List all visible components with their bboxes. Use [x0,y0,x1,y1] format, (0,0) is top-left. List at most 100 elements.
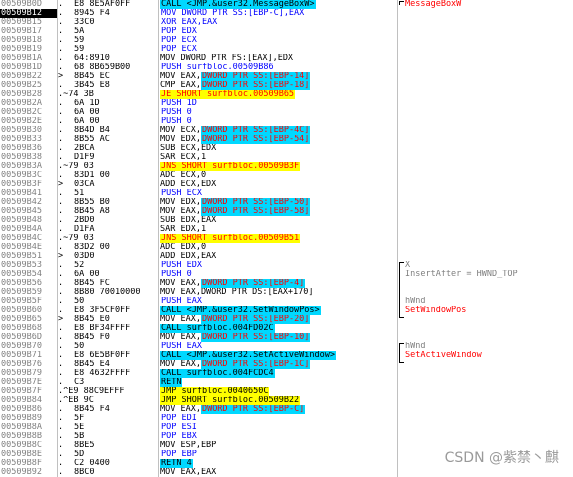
row-marker: . [58,405,64,414]
code-row[interactable]: 00509B4E. 83D2 00 ADC EDX,0 [0,243,573,252]
code-row[interactable]: 00509B3C. 83D1 00 ADC ECX,0 [0,171,573,180]
code-row[interactable]: 00509B3A .~79 03 JNS SHORT surfbloc.00509B… [0,162,573,171]
code-row[interactable]: 00509B2C. 6A 00 PUSH 0 [0,108,573,117]
code-row[interactable]: 00509B8B. 5B POP EBX [0,432,573,441]
column-divider [397,0,398,477]
code-row[interactable]: 00509B41. 51 PUSH ECX [0,189,573,198]
code-row[interactable]: 00509B65 >8B45 E0 MOV EAX,DWORD PTR SS:[EB… [0,315,573,324]
asm-token: MOV EAX, [160,333,201,342]
code-row[interactable]: 00509B6D. 8B45 F0 MOV EAX,DWORD PTR SS:[EB… [0,333,573,342]
row-disassembly: PUSH surfbloc.00509B86 [160,63,396,72]
code-row[interactable]: 00509B25. 3B45 E8 CMP EAX,DWORD PTR SS:[EB… [0,81,573,90]
code-row[interactable]: 00509B8E. 5D POP EBP [0,450,573,459]
row-disassembly: PUSH EAX [160,297,396,306]
row-hex: 50 [74,297,85,306]
code-row[interactable]: 00509B28 .~74 3B JE SHORT surfbloc.00509B6… [0,90,573,99]
code-row[interactable]: 00509B15. 33C0 XOR EAX,EAX [0,18,573,27]
row-disassembly: MOV EDX,DWORD PTR SS:[EBP-50] [160,198,396,207]
code-row[interactable]: 00509B53. 52 PUSH EDX X [0,261,573,270]
row-comment: hWnd [405,297,426,306]
row-disassembly: MOV EAX,DWORD PTR SS:[EBP-58] [160,207,396,216]
code-row[interactable]: 00509B60. E8 3F5CF0FF CALL <JMP.&user32.Se… [0,306,573,315]
code-row[interactable]: 00509B1D. 68 8B659B00 PUSH surfbloc.00509B… [0,63,573,72]
row-address: 00509B71 [1,351,42,360]
asm-token: MOV EAX, [160,279,201,288]
code-row[interactable]: 00509B17. 5A POP EDX [0,27,573,36]
row-disassembly: MOV EAX,DWORD PTR SS:[EBP-14] [160,72,396,81]
code-row[interactable]: 00509B33. 8B55 AC MOV EDX,DWORD PTR SS:[EB… [0,135,573,144]
row-hex: 8945 F4 [74,9,110,18]
code-row[interactable]: 00509B19. 59 POP ECX [0,45,573,54]
asm-token: ADC ECX,0 [160,171,207,180]
code-row[interactable]: 00509B38. D1F9 SAR ECX,1 [0,153,573,162]
row-address: 00509B3F [1,180,42,189]
code-row[interactable]: 00509B4A. D1FA SAR EDX,1 [0,225,573,234]
code-row[interactable]: 00509B7E. C3 RETN [0,378,573,387]
code-row[interactable]: 00509B51 >03D0 ADD EDX,EAX [0,252,573,261]
code-row[interactable]: 00509B76. 8B45 E4 MOV EAX,DWORD PTR SS:[EB… [0,360,573,369]
asm-token: JNS SHORT surfbloc.00509B3F [160,162,301,171]
code-row[interactable]: 00509B18. 59 POP ECX [0,36,573,45]
asm-token: SAR EDX,1 [160,225,207,234]
column-divider [158,0,159,477]
code-row[interactable]: 00509B36. 2BCA SUB ECX,EDX [0,144,573,153]
code-row[interactable]: 00509B45. 8B45 A8 MOV EAX,DWORD PTR SS:[EB… [0,207,573,216]
row-marker: . [58,36,64,45]
row-address: 00509B2A [1,99,42,108]
code-row[interactable]: 00509B30. 8B4D B4 MOV ECX,DWORD PTR SS:[EB… [0,126,573,135]
row-marker: . [58,261,64,270]
code-row[interactable]: 00509B8F. C2 0400 RETN 4 [0,459,573,468]
row-address: 00509B8A [1,423,42,432]
row-disassembly: CALL surfbloc.004FCDC4 [160,369,396,378]
code-row[interactable]: 00509B84 .^EB 9C JMP SHORT surfbloc.00509B… [0,396,573,405]
row-address: 00509B28 [1,90,42,99]
code-row[interactable]: 00509B54. 6A 00 PUSH 0 InsertAfter = HWND_T… [0,270,573,279]
asm-token: POP EBX [161,432,197,441]
row-hex: E8 3F5CF0FF [74,306,131,315]
code-row[interactable]: 00509B48. 2BD0 SUB EDX,EAX [0,216,573,225]
code-row[interactable]: 00509B71. E8 6E5BF0FF CALL <JMP.&user32.Se… [0,351,573,360]
code-row[interactable]: 00509B70. 50 PUSH EAX hWnd [0,342,573,351]
code-row[interactable]: 00509B8C. 8BE5 MOV ESP,EBP [0,441,573,450]
code-row[interactable]: 00509B4C .~79 03 JNS SHORT surfbloc.00509B… [0,234,573,243]
code-row[interactable]: 00509B68. E8 BF34FFFF CALL surfbloc.004FD0… [0,324,573,333]
code-row[interactable]: 00509B86. 8B45 F4 MOV EAX,DWORD PTR SS:[EB… [0,405,573,414]
code-row[interactable]: 00509B0D. E8 8E5AF0FF CALL <JMP.&user32.Me… [0,0,573,9]
asm-token: PUSH 0 [161,117,192,126]
code-row[interactable]: 00509B7F .^E9 88C9EFFF JMP surfbloc.004065… [0,387,573,396]
row-address: 00509B54 [1,270,42,279]
code-row[interactable]: 00509B1A. 64:8910 MOV DWORD PTR FS:[EAX],E… [0,54,573,63]
code-row[interactable]: 00509B3F >03CA ADD ECX,EDX [0,180,573,189]
code-row[interactable]: 00509B2E. 6A 00 PUSH 0 [0,117,573,126]
row-hex: 6A 00 [74,108,100,117]
code-row[interactable]: 00509B8A. 5E POP ESI [0,423,573,432]
code-row[interactable]: 00509B42. 8B55 B0 MOV EDX,DWORD PTR SS:[EB… [0,198,573,207]
code-row[interactable]: 00509B92. 8BC0 MOV EAX,EAX [0,468,573,477]
asm-token: POP EDI [161,414,197,423]
code-row[interactable]: 00509B56. 8B45 FC MOV EAX,DWORD PTR SS:[EB… [0,279,573,288]
asm-token: MOV ECX, [160,126,201,135]
row-hex: 2BCA [74,144,95,153]
row-address: 00509B6D [1,333,42,342]
code-row[interactable]: 00509B89. 5F POP EDI [0,414,573,423]
row-marker: . [58,126,64,135]
code-row[interactable]: 00509B2A. 6A 1D PUSH 1D [0,99,573,108]
row-disassembly: MOV EAX,DWORD PTR SS:[EBP-4] [160,279,396,288]
code-row[interactable]: 00509B59. 8B80 70010000 MOV EAX,DWORD PTR … [0,288,573,297]
code-row[interactable]: 00509B5F. 50 PUSH EAX hWnd [0,297,573,306]
asm-token: DWORD PTR SS:[EBP-4C] [200,126,311,135]
asm-token: MOV EAX, [160,207,201,216]
row-disassembly: MOV EAX,DWORD PTR SS:[EBP-1C] [160,360,396,369]
code-row[interactable]: 00509B12. 8945 F4 MOV DWORD PTR SS:[EBP-C]… [0,9,573,18]
row-marker: .~74 3B [58,90,94,99]
row-address: 00509B8C [1,441,42,450]
code-row[interactable]: 00509B79. E8 4632FFFF CALL surfbloc.004FCD… [0,369,573,378]
code-row[interactable]: 00509B22 >8B45 EC MOV EAX,DWORD PTR SS:[EB… [0,72,573,81]
row-marker: . [58,279,64,288]
asm-token: SUB EDX,EAX [160,216,217,225]
row-marker: . [58,207,64,216]
row-disassembly: ADD EDX,EAX [160,252,396,261]
asm-token: DWORD PTR SS:[EBP-10] [200,333,311,342]
row-hex: 8BC0 [74,468,95,477]
